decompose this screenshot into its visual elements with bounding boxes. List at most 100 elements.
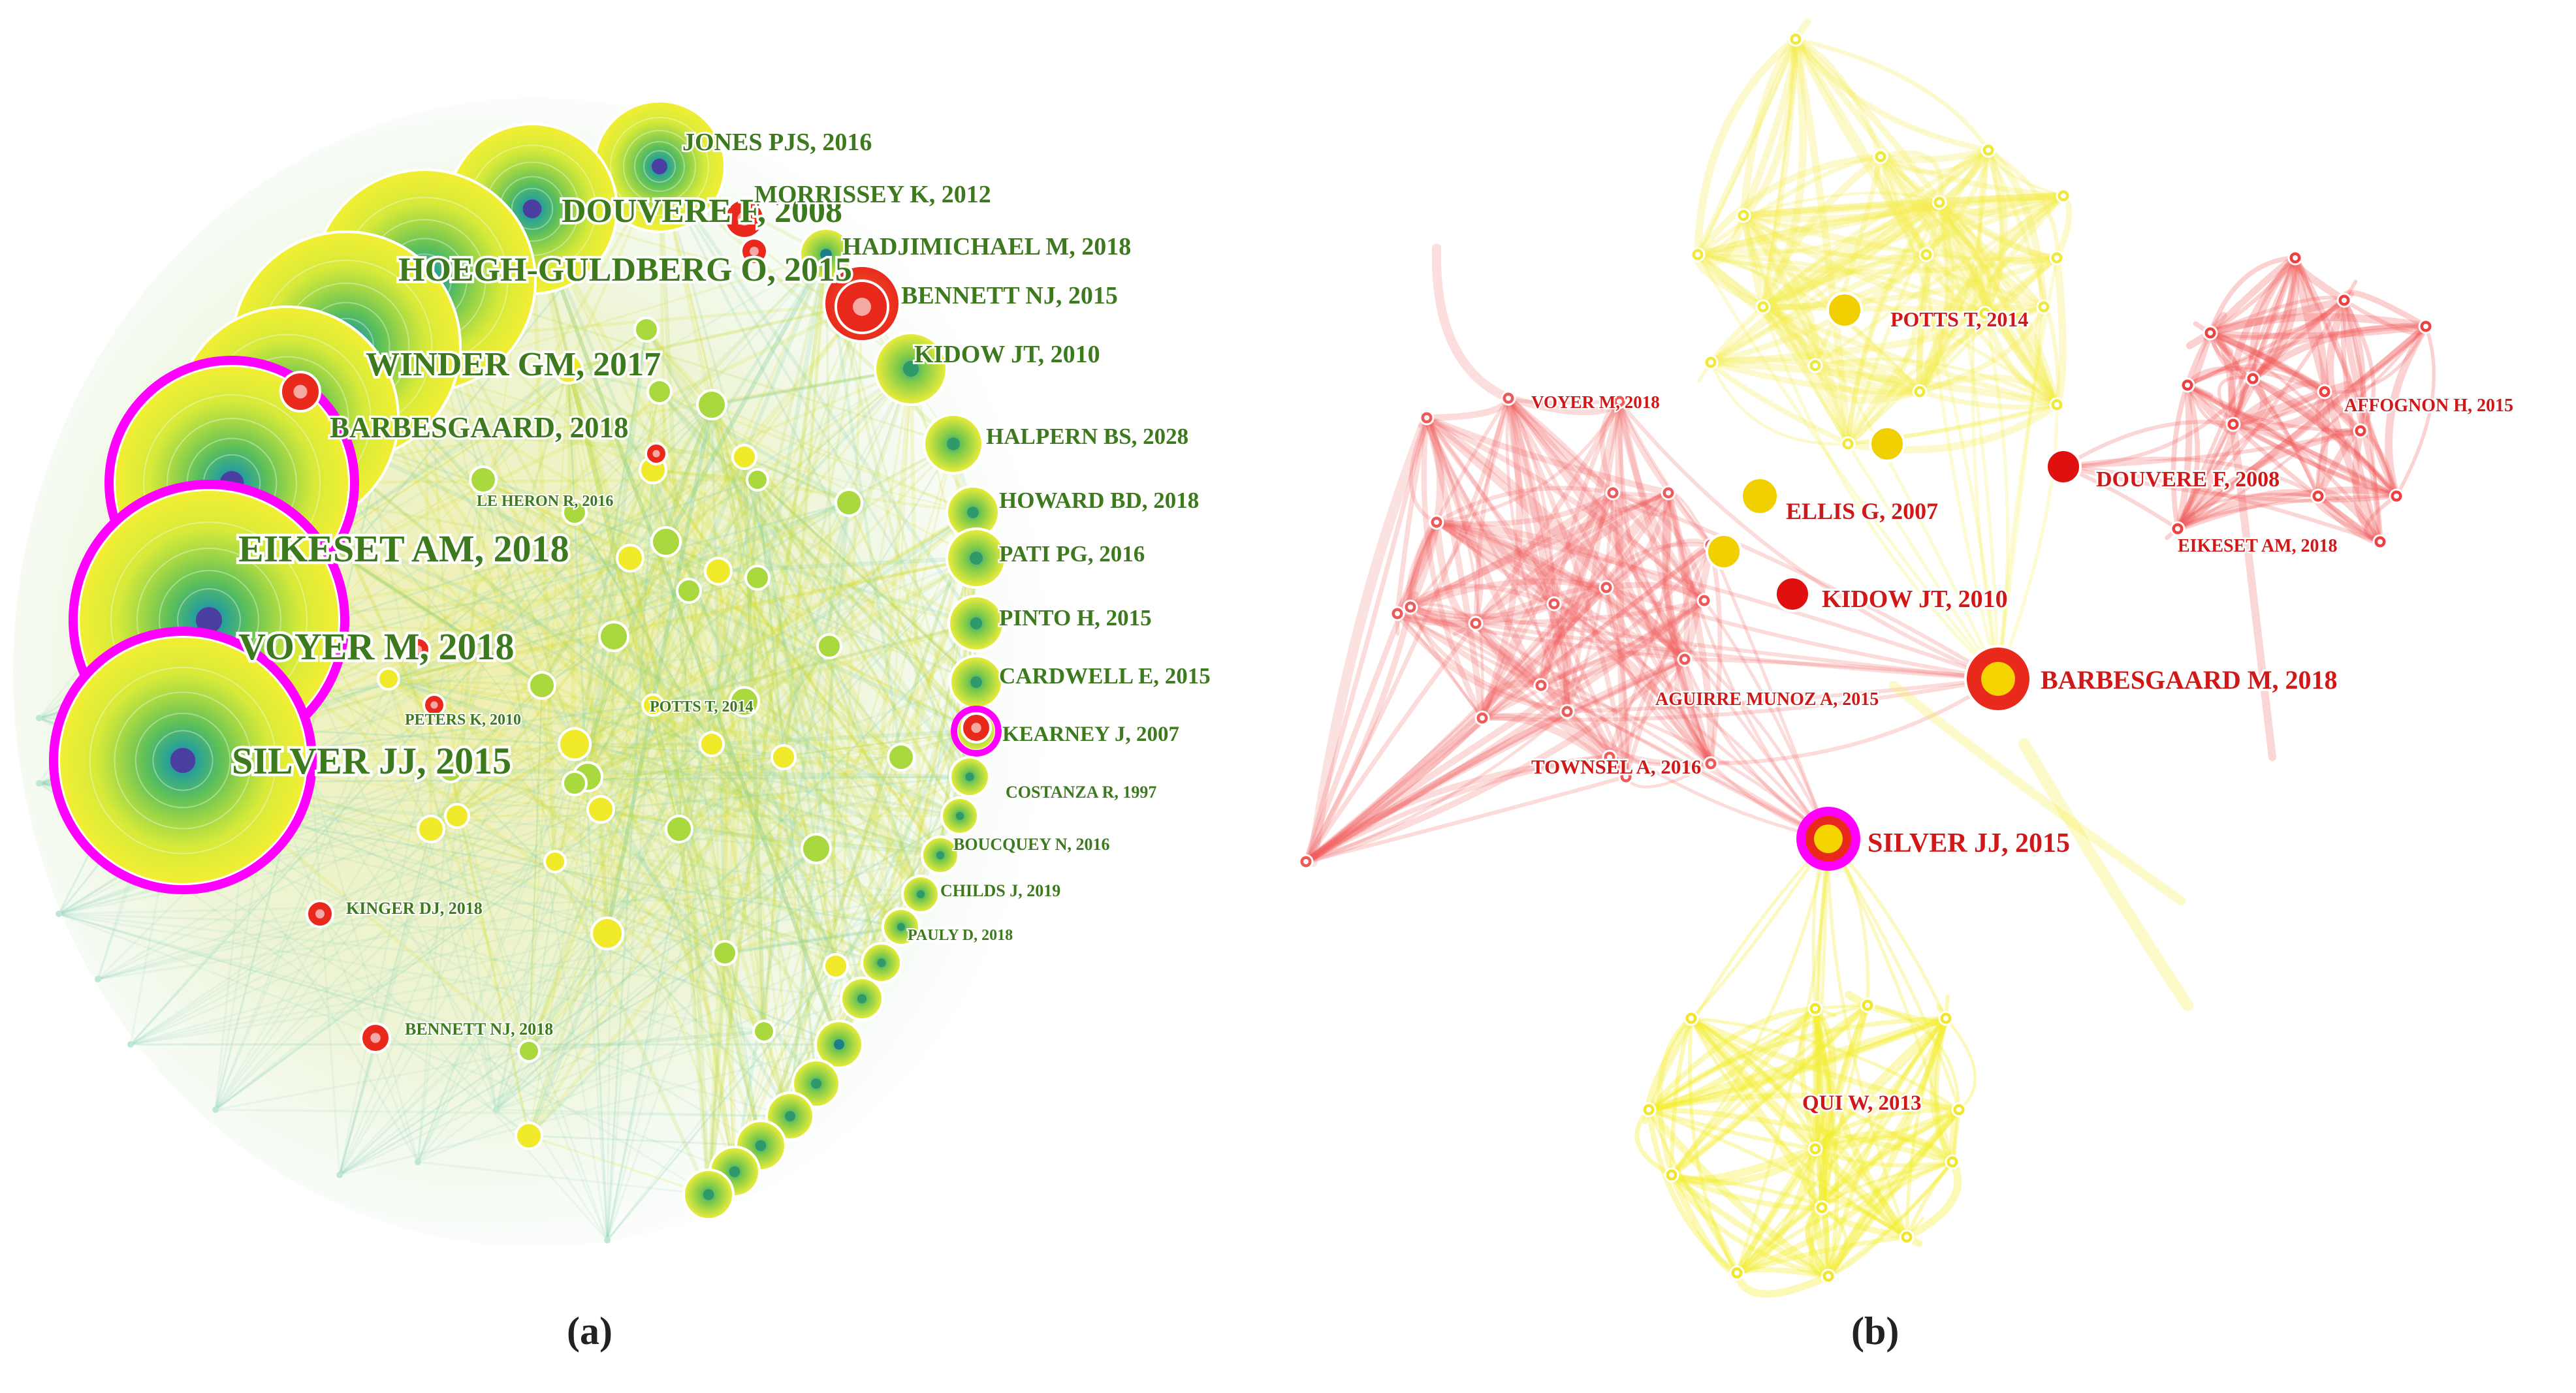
edge-path (1480, 677, 2000, 722)
citation-node-small (1807, 1001, 1823, 1016)
citation-node-small (2353, 423, 2368, 439)
edge-path (1709, 360, 1850, 446)
node-label: BOUCQUEY N, 2016 (953, 835, 1110, 854)
edge-line (678, 589, 690, 830)
edge-path (1303, 657, 1687, 864)
edge-path (1905, 1160, 1954, 1239)
edge-path (1669, 1172, 1824, 1211)
edge-path (1689, 1016, 1955, 1165)
edge-path (1813, 1147, 1954, 1168)
edge-line (586, 634, 616, 779)
edge-line (611, 634, 904, 930)
edge-line (742, 455, 851, 505)
edge-line (528, 368, 569, 1052)
edge-path (1393, 610, 1571, 715)
edge-path (1538, 598, 1707, 689)
citation-node-small (1419, 410, 1435, 426)
edge-line (658, 165, 785, 759)
edge-line (723, 951, 763, 1148)
edge-path (2186, 329, 2214, 350)
edge-path (1845, 304, 2046, 446)
edge-path (1805, 1204, 1832, 1280)
edge-path (1550, 600, 1715, 768)
node-label: HALPERN BS, 2028 (986, 424, 1188, 449)
edge-line (417, 769, 452, 1163)
edge-path (1760, 304, 2047, 312)
edge-line (599, 807, 883, 965)
edge-line (528, 570, 720, 1052)
edge-path (1917, 311, 1988, 394)
edge-path (1996, 256, 2059, 681)
edge-path (1538, 649, 1688, 689)
edge-line (481, 478, 978, 733)
edge-line (286, 416, 902, 928)
edge-path (1812, 1005, 1910, 1240)
node-core (737, 211, 752, 226)
edge-line (565, 366, 577, 786)
edge-path (1982, 253, 2059, 316)
edge-line (338, 782, 576, 1176)
burst-node (644, 442, 668, 465)
edge-path (1423, 414, 1545, 689)
edge-line (628, 556, 838, 969)
edge-line (606, 700, 746, 1242)
citation-node-small (1677, 651, 1693, 667)
edge-line (530, 206, 842, 1047)
edge-line (658, 165, 971, 778)
edge-path (1826, 1160, 1954, 1278)
edge-line (755, 478, 818, 851)
edge-path (1647, 1007, 1817, 1112)
edge-line (859, 366, 914, 1001)
edge-line (706, 477, 760, 1197)
edge-line (710, 302, 863, 745)
edge-line (815, 847, 837, 967)
edge-path (1668, 1172, 1740, 1276)
edge-line (572, 621, 979, 747)
citation-node-small (2225, 416, 2241, 432)
edge-path (1734, 1015, 1949, 1276)
citation-node (923, 413, 984, 475)
edge-path (1905, 1016, 1948, 1239)
edge-path (2250, 376, 2399, 499)
edge-path (1408, 605, 1830, 841)
edge-line (628, 556, 763, 1148)
edge-path (2250, 375, 2400, 499)
edge-line (214, 684, 543, 1111)
edge-path (1473, 598, 1707, 626)
edge-path (1708, 200, 1942, 365)
edge-path (1741, 213, 1851, 446)
citation-node (2045, 448, 2082, 485)
edge-path (1874, 153, 1930, 258)
edge-path (1916, 147, 1992, 395)
edge-path (1708, 148, 1991, 365)
node-core (947, 437, 960, 450)
edge-line (430, 730, 978, 830)
node-core (1917, 389, 1922, 394)
edge-line (824, 253, 962, 818)
edge-path (1657, 1016, 1694, 1178)
edge-line (338, 828, 432, 1176)
citation-node (1774, 576, 1811, 612)
edge-path (1937, 200, 1992, 316)
edge-line (387, 634, 616, 681)
edge-line (628, 253, 828, 560)
edge-path (1937, 200, 2046, 309)
node-ring (610, 117, 709, 216)
edge-path (1936, 199, 2060, 408)
citation-node-small (1814, 1200, 1830, 1215)
edge-path (2208, 298, 2347, 341)
edge-line (554, 443, 955, 863)
edge-path (1408, 490, 1671, 610)
edge-path (2208, 255, 2298, 336)
edge-path (1996, 403, 2059, 681)
edge-path (1565, 399, 1622, 714)
edge-line (481, 477, 904, 760)
edge-path (2208, 331, 2398, 498)
edge-path (1474, 491, 1670, 625)
node-core (1819, 1205, 1824, 1210)
edge-line (599, 775, 971, 811)
node-core (170, 747, 196, 774)
edge-line (756, 576, 978, 625)
edge-path (2340, 298, 2383, 544)
citation-node-small (1533, 678, 1549, 693)
